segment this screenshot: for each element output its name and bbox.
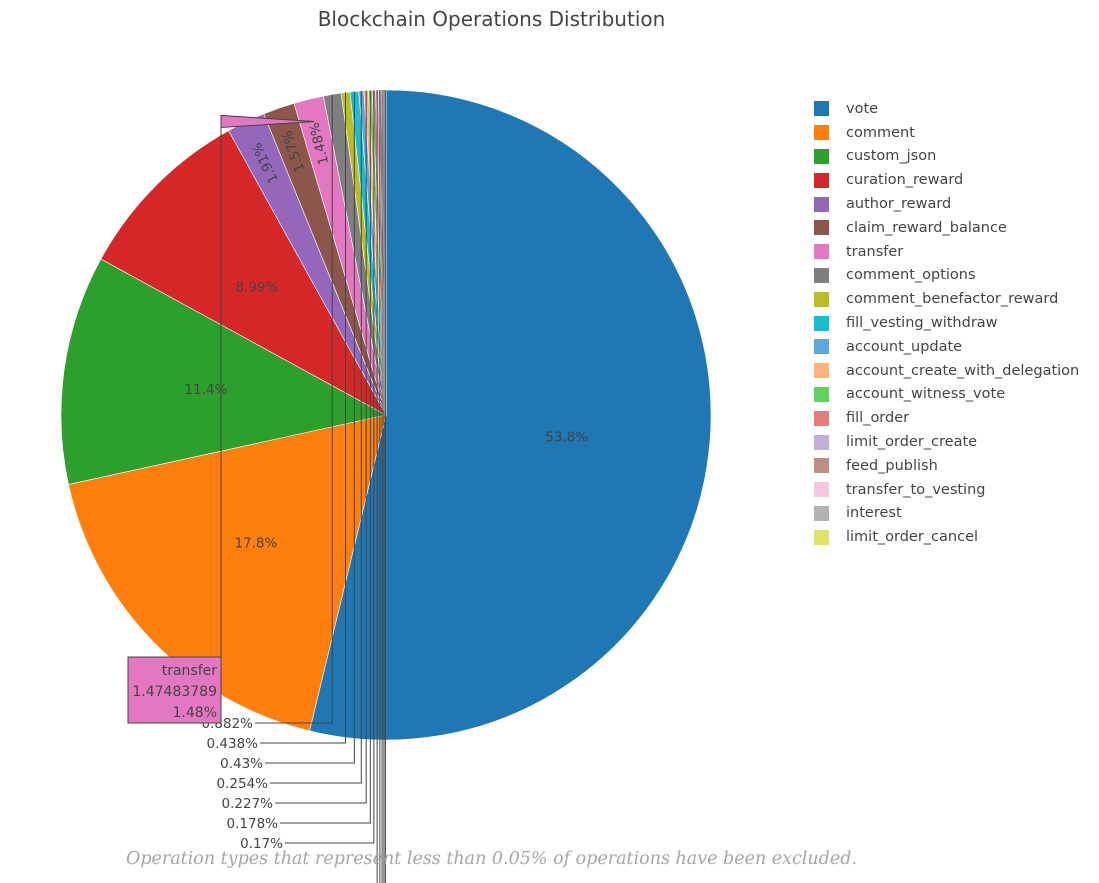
legend-item-feed-publish[interactable]: feed_publish (814, 454, 1079, 478)
legend-label-fill-vesting-withdraw: fill_vesting_withdraw (846, 315, 998, 332)
legend-swatch-interest (814, 505, 829, 521)
legend-swatch-limit-order-create (814, 434, 829, 450)
legend-item-comment-benefactor-reward[interactable]: comment_benefactor_reward (814, 287, 1079, 311)
slice-label-comment: 17.8% (234, 535, 277, 551)
legend-item-comment[interactable]: comment (814, 121, 1079, 145)
legend-label-transfer-to-vesting: transfer_to_vesting (846, 481, 986, 498)
slice-label-fill-order: 0.17% (240, 836, 283, 852)
footnote: Operation types that represent less than… (125, 849, 858, 869)
legend-swatch-vote (814, 101, 829, 117)
slice-label-curation-reward: 8.99% (236, 280, 279, 296)
legend-swatch-account-witness-vote (814, 386, 829, 402)
legend-swatch-fill-vesting-withdraw (814, 315, 829, 331)
tooltip-box (127, 114, 315, 724)
legend-item-fill-vesting-withdraw[interactable]: fill_vesting_withdraw (814, 311, 1079, 335)
leader-line-account-witness-vote (280, 90, 371, 824)
legend-label-feed-publish: feed_publish (846, 457, 938, 474)
leader-line-comment-options (255, 94, 333, 724)
legend-swatch-custom-json (814, 148, 829, 164)
tooltip-value: 1.47483789 (132, 684, 217, 700)
legend-label-vote: vote (846, 100, 879, 117)
legend-swatch-limit-order-cancel (814, 529, 829, 545)
legend-item-limit-order-cancel[interactable]: limit_order_cancel (814, 525, 1079, 549)
slice-comment[interactable] (68, 414, 387, 732)
slice-custom-json[interactable] (60, 258, 387, 485)
tooltip-percent: 1.48% (173, 705, 217, 721)
legend-label-comment-options: comment_options (846, 267, 976, 284)
leader-line-account-update (270, 90, 362, 784)
legend-item-comment-options[interactable]: comment_options (814, 264, 1079, 288)
slice-label-fill-vesting-withdraw: 0.43% (220, 756, 263, 772)
pie-outside-labels: 0.882%0.438%0.43%0.254%0.227%0.178%0.17% (202, 90, 386, 883)
slice-label-account-witness-vote: 0.178% (227, 816, 279, 832)
legend-swatch-fill-order (814, 410, 829, 426)
legend-item-interest[interactable]: interest (814, 502, 1079, 526)
legend-swatch-transfer (814, 244, 829, 260)
legend-label-transfer: transfer (846, 243, 904, 260)
legend-swatch-transfer-to-vesting (814, 482, 829, 498)
legend-swatch-curation-reward (814, 172, 829, 188)
legend-swatch-comment-options (814, 267, 829, 283)
legend-label-claim-reward-balance: claim_reward_balance (846, 219, 1007, 236)
legend-item-account-create-with-delegation[interactable]: account_create_with_delegation (814, 359, 1079, 383)
legend-item-limit-order-create[interactable]: limit_order_create (814, 430, 1079, 454)
leader-line-fill-vesting-withdraw (265, 91, 355, 764)
legend-label-fill-order: fill_order (846, 410, 910, 427)
legend-label-custom-json: custom_json (846, 148, 937, 165)
legend-label-account-witness-vote: account_witness_vote (846, 386, 1006, 403)
legend-swatch-feed-publish (814, 458, 829, 474)
legend-item-vote[interactable]: vote (814, 97, 1079, 121)
legend-label-account-create-with-delegation: account_create_with_delegation (846, 362, 1080, 379)
legend-item-claim-reward-balance[interactable]: claim_reward_balance (814, 216, 1079, 240)
legend-label-comment: comment (846, 124, 915, 141)
legend-item-fill-order[interactable]: fill_order (814, 406, 1079, 430)
legend-item-author-reward[interactable]: author_reward (814, 192, 1079, 216)
slice-label-vote: 53.8% (545, 430, 588, 446)
slice-curation-reward[interactable] (100, 130, 387, 416)
legend-swatch-comment (814, 125, 829, 141)
legend-item-transfer[interactable]: transfer (814, 240, 1079, 264)
leader-line-account-create-with-delegation (275, 90, 367, 804)
legend-label-author-reward: author_reward (846, 196, 952, 213)
legend-label-account-update: account_update (846, 338, 963, 355)
legend-swatch-comment-benefactor-reward (814, 291, 829, 307)
legend-label-limit-order-cancel: limit_order_cancel (846, 529, 979, 546)
legend-item-account-update[interactable]: account_update (814, 335, 1079, 359)
legend-item-curation-reward[interactable]: curation_reward (814, 168, 1079, 192)
legend-item-custom-json[interactable]: custom_json (814, 145, 1079, 169)
legend-label-curation-reward: curation_reward (846, 172, 964, 189)
leader-line-comment-benefactor-reward (260, 92, 347, 744)
chart-title: Blockchain Operations Distribution (317, 7, 666, 31)
slice-label-account-create-with-delegation: 0.227% (222, 796, 274, 812)
slice-label-comment-benefactor-reward: 0.438% (207, 736, 259, 752)
pie-slices (60, 89, 712, 741)
legend-label-limit-order-create: limit_order_create (846, 434, 978, 451)
slice-label-custom-json: 11.4% (184, 382, 227, 398)
legend-label-interest: interest (846, 505, 902, 522)
legend-swatch-author-reward (814, 196, 829, 212)
slice-vote[interactable] (309, 89, 712, 741)
legend-item-transfer-to-vesting[interactable]: transfer_to_vesting (814, 478, 1079, 502)
hover-tooltip: transfer 1.47483789 1.48% (127, 114, 315, 724)
leader-line-fill-order (285, 90, 375, 844)
legend-swatch-account-create-with-delegation (814, 363, 829, 379)
legend-label-comment-benefactor-reward: comment_benefactor_reward (846, 291, 1059, 308)
tooltip-label: transfer (162, 663, 218, 679)
legend-swatch-account-update (814, 339, 829, 355)
legend-swatch-claim-reward-balance (814, 220, 829, 236)
legend-item-account-witness-vote[interactable]: account_witness_vote (814, 383, 1079, 407)
slice-label-account-update: 0.254% (217, 776, 269, 792)
